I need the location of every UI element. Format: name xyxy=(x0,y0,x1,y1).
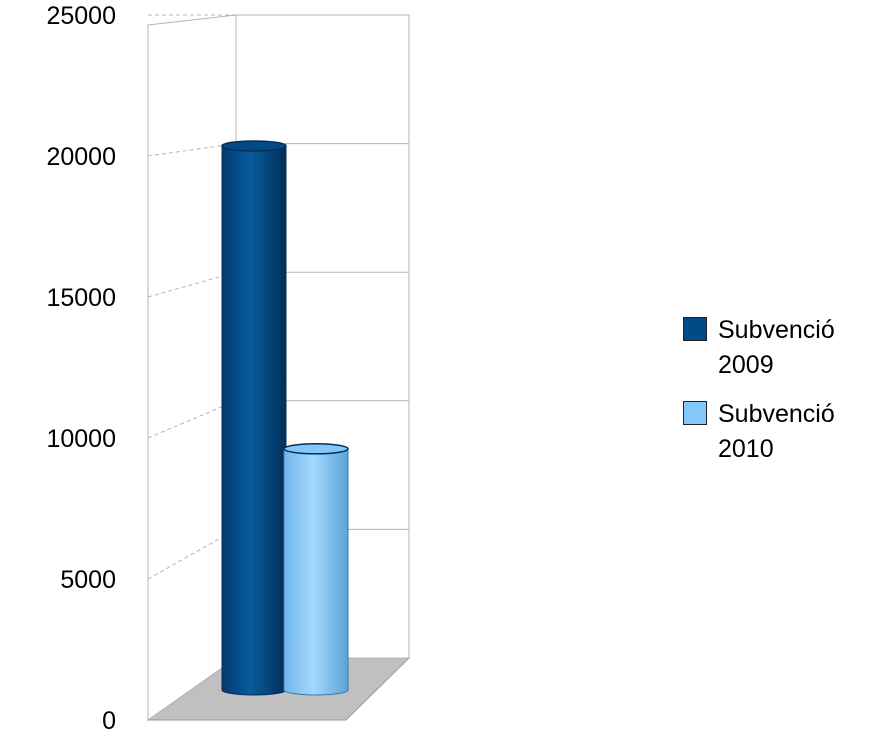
bar-cap-1 xyxy=(283,443,349,455)
gridline-side xyxy=(147,400,237,439)
bar-cap-0 xyxy=(221,140,287,152)
y-axis: 0 5000 10000 15000 20000 25000 xyxy=(46,2,116,730)
gridline-side xyxy=(147,143,237,157)
y-tick-label: 25000 xyxy=(46,2,116,30)
legend-label-1: Subvenció 2010 xyxy=(718,400,835,463)
bar-body-1 xyxy=(283,448,349,696)
y-tick-label: 15000 xyxy=(46,284,116,312)
bar-0 xyxy=(221,140,287,696)
y-tick-label: 20000 xyxy=(46,143,116,171)
legend-swatch-0 xyxy=(683,317,707,341)
legend-item-0: Subvenció 2009 xyxy=(683,313,888,383)
legend: Subvenció 2009 Subvenció 2010 xyxy=(683,313,888,481)
legend-item-1: Subvenció 2010 xyxy=(683,397,888,467)
y-tick-label: 10000 xyxy=(46,425,116,453)
gridline-side xyxy=(147,528,237,580)
legend-swatch-1 xyxy=(683,401,707,425)
legend-label-0: Subvenció 2009 xyxy=(718,316,835,379)
gridline-side xyxy=(147,271,237,298)
y-tick-label: 5000 xyxy=(60,566,116,594)
y-tick-label: 0 xyxy=(102,707,116,730)
bar-1 xyxy=(283,443,349,696)
bars xyxy=(221,140,349,696)
bar-body-0 xyxy=(221,145,287,696)
